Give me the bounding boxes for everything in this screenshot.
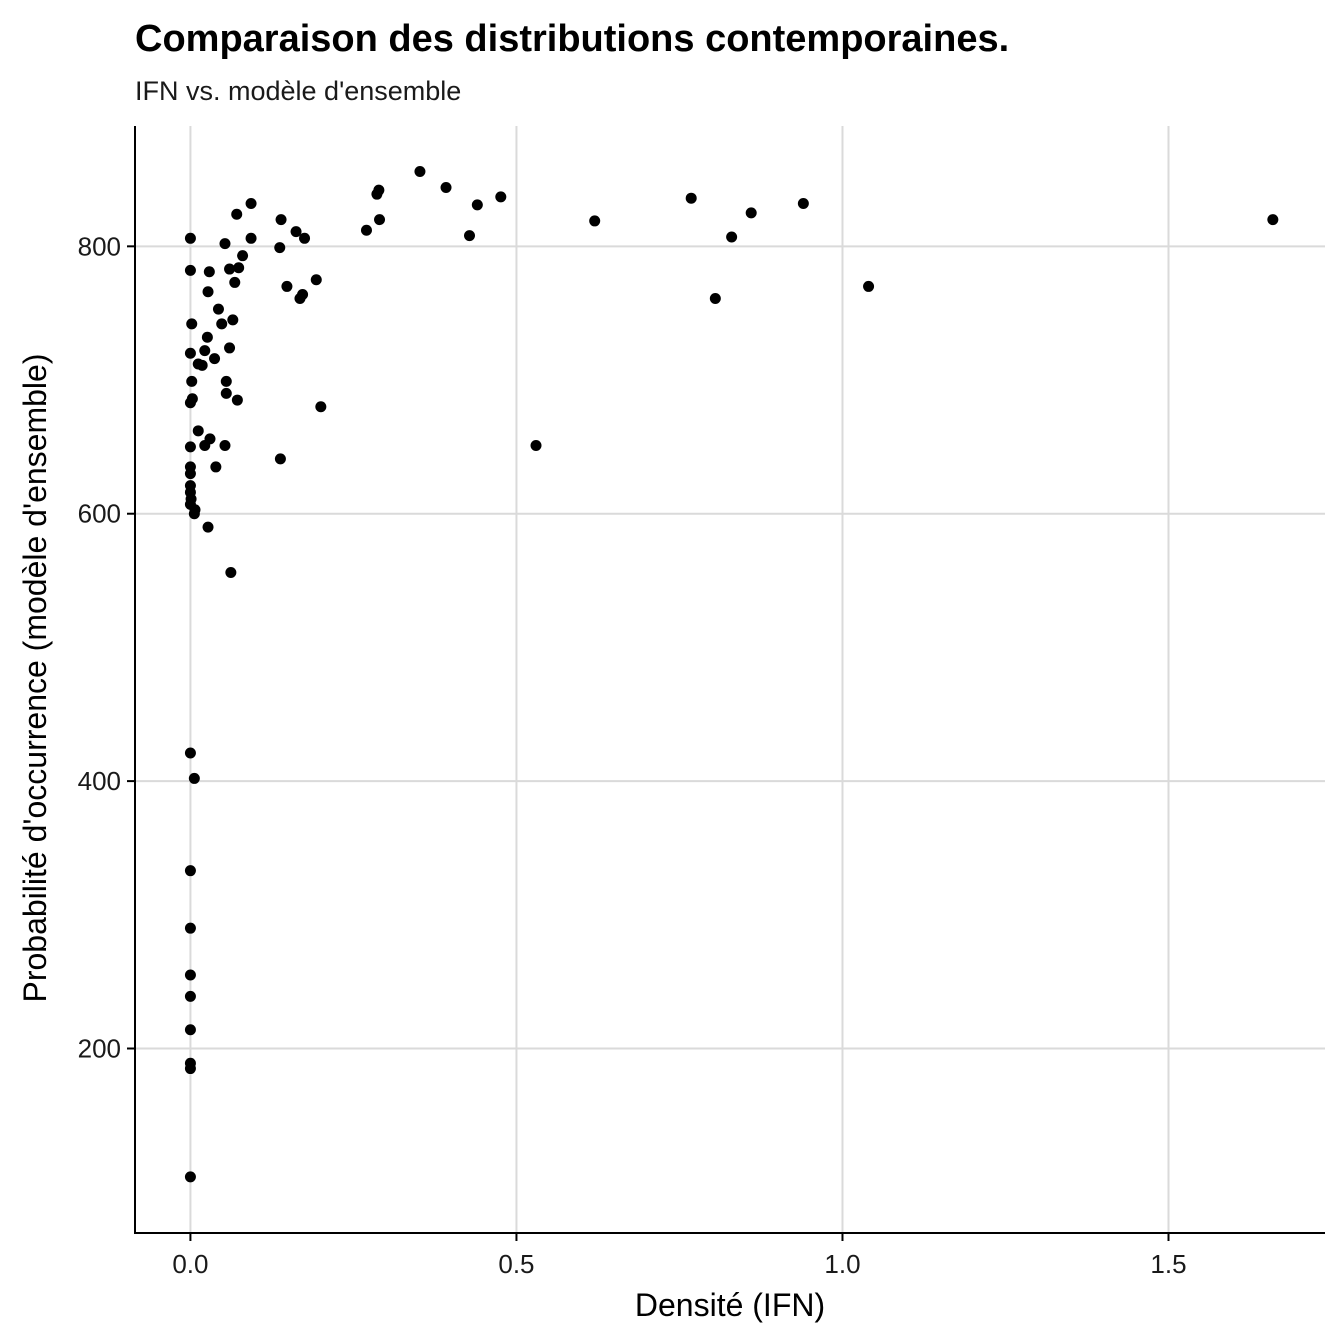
data-point: [199, 345, 211, 357]
data-point: [797, 198, 809, 210]
y-tick-label: 800: [78, 231, 121, 261]
data-point: [184, 1057, 196, 1069]
chart-title: Comparaison des distributions contempora…: [135, 18, 1009, 60]
data-points: [184, 165, 1279, 1183]
data-point: [245, 198, 257, 210]
axis-ticks: 0.0 0.5 1.0 1.5 200 400 600 800: [78, 231, 1187, 1279]
data-point: [186, 375, 198, 387]
data-point: [373, 184, 385, 196]
data-point: [225, 567, 237, 579]
data-point: [360, 224, 372, 236]
data-point: [275, 214, 287, 226]
data-point: [709, 292, 721, 304]
data-point: [297, 288, 309, 300]
data-point: [471, 199, 483, 211]
data-point: [210, 461, 222, 473]
data-point: [196, 359, 208, 371]
data-point: [589, 215, 601, 227]
data-point: [202, 286, 214, 298]
x-tick-label: 1.5: [1150, 1249, 1186, 1279]
data-point: [863, 280, 875, 292]
data-point: [220, 387, 232, 399]
data-point: [464, 230, 476, 242]
grid-lines: [135, 126, 1325, 1233]
data-point: [184, 865, 196, 877]
data-point: [530, 440, 542, 452]
data-point: [231, 208, 243, 220]
data-point: [237, 250, 249, 262]
data-point: [188, 772, 200, 784]
x-tick-label: 0.5: [498, 1249, 534, 1279]
data-point: [202, 521, 214, 533]
data-point: [184, 969, 196, 981]
data-point: [192, 425, 204, 437]
data-point: [220, 375, 232, 387]
data-point: [299, 232, 311, 244]
data-point: [274, 453, 286, 465]
data-point: [290, 226, 302, 238]
data-point: [281, 280, 293, 292]
data-point: [1267, 214, 1279, 226]
data-point: [186, 393, 198, 405]
data-point: [274, 242, 286, 254]
data-point: [212, 303, 224, 315]
data-point: [184, 1024, 196, 1036]
data-point: [184, 441, 196, 453]
data-point: [186, 318, 198, 330]
data-point: [216, 318, 228, 330]
data-point: [310, 274, 322, 286]
data-point: [224, 342, 236, 354]
y-tick-label: 400: [78, 766, 121, 796]
data-point: [184, 232, 196, 244]
data-point: [184, 347, 196, 359]
data-point: [184, 264, 196, 276]
x-tick-label: 1.0: [824, 1249, 860, 1279]
data-point: [219, 238, 231, 250]
data-point: [685, 192, 697, 204]
data-point: [184, 747, 196, 759]
data-point: [374, 214, 386, 226]
data-point: [201, 331, 213, 343]
data-point: [224, 263, 236, 275]
data-point: [209, 353, 221, 365]
data-point: [233, 262, 245, 274]
data-point: [184, 1171, 196, 1183]
data-point: [184, 990, 196, 1002]
data-point: [203, 266, 215, 278]
x-axis-title: Densité (IFN): [635, 1287, 825, 1323]
data-point: [184, 461, 196, 473]
data-point: [219, 440, 231, 452]
data-point: [229, 276, 241, 288]
y-tick-label: 200: [78, 1034, 121, 1064]
data-point: [440, 182, 452, 193]
chart-subtitle: IFN vs. modèle d'ensemble: [135, 76, 461, 106]
data-point: [245, 232, 257, 244]
data-point: [726, 231, 738, 243]
data-point: [495, 191, 507, 203]
data-point: [231, 394, 243, 406]
y-tick-label: 600: [78, 499, 121, 529]
data-point: [745, 207, 757, 219]
y-axis-title: Probabilité d'occurrence (modèle d'ensem…: [17, 354, 53, 1003]
x-tick-label: 0.0: [172, 1249, 208, 1279]
data-point: [184, 480, 196, 492]
data-point: [184, 922, 196, 934]
data-point: [204, 433, 216, 445]
data-point: [315, 401, 327, 413]
data-point: [227, 314, 239, 326]
data-point: [414, 165, 426, 177]
